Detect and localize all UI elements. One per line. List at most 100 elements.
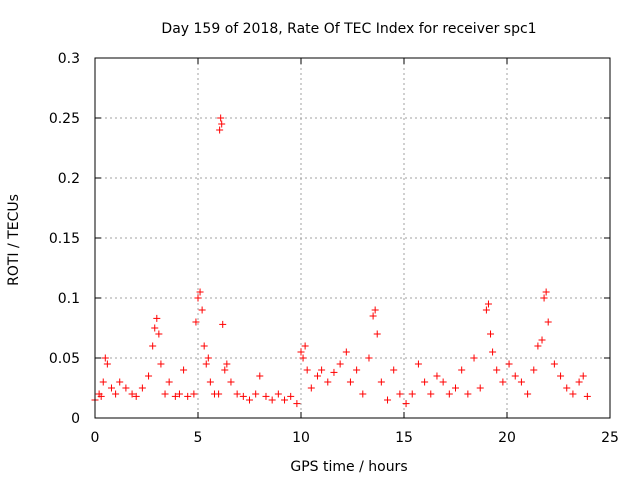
x-tick-label: 15 [395, 430, 413, 446]
data-points [91, 114, 591, 408]
data-point [281, 396, 289, 404]
y-axis-label: ROTI / TECUs [6, 194, 22, 286]
data-point [557, 372, 565, 380]
data-point [221, 366, 229, 374]
data-point [534, 342, 542, 350]
data-point [216, 126, 224, 134]
data-point [452, 384, 459, 392]
data-point [365, 354, 373, 362]
data-point [190, 390, 198, 398]
data-point [165, 378, 173, 386]
data-point [223, 360, 231, 368]
data-point [128, 390, 136, 398]
data-point [132, 392, 140, 400]
data-point [402, 400, 410, 408]
data-point [445, 390, 453, 398]
data-point [336, 360, 344, 368]
x-tick-label: 5 [194, 430, 203, 446]
data-point [458, 366, 466, 374]
data-point [414, 360, 422, 368]
data-point [227, 378, 235, 386]
data-point [530, 366, 538, 374]
y-tick-label: 0.25 [49, 111, 80, 127]
data-point [493, 366, 501, 374]
axis-ticks [94, 57, 611, 419]
data-point [484, 300, 492, 308]
data-point [482, 306, 490, 314]
data-point [408, 390, 416, 398]
chart-title: Day 159 of 2018, Rate Of TEC Index for r… [161, 21, 536, 37]
data-point [151, 324, 159, 332]
data-point [262, 392, 270, 400]
data-point [116, 378, 124, 386]
data-point [464, 390, 472, 398]
data-point [324, 378, 332, 386]
x-axis-label: GPS time / hours [290, 459, 407, 475]
data-point [202, 360, 210, 368]
data-point [233, 390, 241, 398]
data-point [155, 330, 163, 338]
data-point [373, 330, 381, 338]
y-tick-label: 0.2 [58, 171, 80, 187]
data-point [194, 294, 202, 302]
x-tick-label: 0 [91, 430, 100, 446]
data-point [421, 378, 429, 386]
grid [95, 58, 610, 418]
data-point [307, 384, 315, 392]
data-point [122, 384, 130, 392]
data-point [538, 336, 546, 344]
y-tick-labels: 0 0.05 0.1 0.15 0.2 0.25 0.3 [49, 51, 80, 427]
data-point [218, 120, 226, 128]
data-point [390, 366, 398, 374]
data-point [563, 384, 571, 392]
data-point [268, 396, 276, 404]
data-point [99, 378, 107, 386]
data-point [149, 342, 157, 350]
x-tick-labels: 0 5 10 15 20 25 [91, 430, 619, 446]
data-point [180, 366, 188, 374]
data-point [487, 330, 495, 338]
data-point [153, 314, 161, 322]
data-point [313, 372, 321, 380]
data-point [297, 348, 305, 356]
data-point [550, 360, 558, 368]
data-point [517, 378, 525, 386]
data-point [524, 390, 532, 398]
data-point [198, 306, 206, 314]
y-tick-label: 0.3 [58, 51, 80, 67]
data-point [301, 342, 309, 350]
data-point [575, 378, 583, 386]
x-tick-label: 20 [498, 430, 516, 446]
y-tick-label: 0 [71, 411, 80, 427]
data-point [274, 390, 282, 398]
data-point [157, 360, 165, 368]
data-point [204, 354, 212, 362]
plot-frame [94, 57, 611, 419]
y-tick-label: 0.15 [49, 231, 80, 247]
data-point [330, 368, 338, 376]
data-point [196, 288, 204, 296]
data-point [433, 372, 441, 380]
x-tick-label: 10 [292, 430, 310, 446]
data-point [371, 306, 379, 314]
data-point [246, 396, 253, 404]
data-point [583, 392, 591, 400]
data-point [489, 348, 497, 356]
data-point [342, 348, 350, 356]
data-point [219, 320, 227, 328]
data-point [359, 390, 367, 398]
data-point [396, 390, 404, 398]
data-point [184, 392, 192, 400]
data-point [175, 390, 183, 398]
data-point [239, 392, 247, 400]
data-point [145, 372, 153, 380]
data-point [103, 360, 111, 368]
data-point [293, 400, 301, 408]
data-point [470, 354, 478, 362]
data-point [579, 372, 587, 380]
data-point [353, 366, 361, 374]
data-point [138, 384, 146, 392]
data-point [171, 392, 179, 400]
data-point [161, 390, 169, 398]
